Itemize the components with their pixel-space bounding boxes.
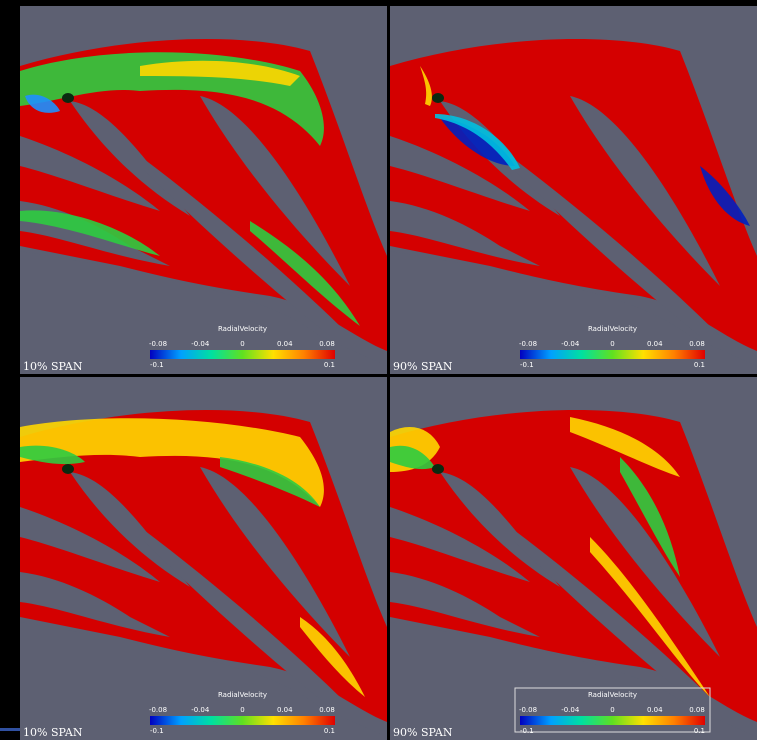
colorbar-min: -0.1 (520, 727, 534, 735)
colorbar-tick-label: 0 (240, 340, 244, 348)
blade-gap (510, 156, 720, 336)
blade-gap (70, 472, 190, 587)
colorbar-tick-label: 0.04 (647, 340, 663, 348)
contour-blob (25, 94, 60, 113)
colorbar-tick-label: -0.08 (149, 340, 167, 348)
colorbar-tick-label: -0.08 (519, 706, 537, 714)
colorbar-title: RadialVelocity (588, 325, 637, 333)
colorbar-tick-label: -0.04 (191, 706, 210, 714)
colorbar-title: RadialVelocity (588, 691, 637, 699)
blade-gap (200, 467, 350, 657)
contour-blob (20, 210, 160, 256)
contour-blob (220, 457, 320, 507)
blade-gap (390, 136, 530, 211)
colorbar-tick-label: -0.04 (191, 340, 210, 348)
contour-blob (140, 60, 300, 86)
bottom-gap (20, 251, 387, 374)
panel: RadialVelocity -0.08 -0.04 0 0.04 0.08 -0.1 0.1… (390, 377, 757, 740)
colorbar-title: RadialVelocity (218, 691, 267, 699)
bottom-gap (390, 251, 757, 374)
panel-label: 10% SPAN (23, 726, 83, 739)
colorbar (150, 350, 335, 359)
panel: RadialVelocity -0.08 -0.04 0 0.04 0.08 -0.1 0.1… (20, 6, 387, 374)
blade-gap (70, 101, 190, 216)
contour-blob (700, 166, 750, 226)
blade-gap (390, 201, 540, 266)
colorbar-tick-label: 0.08 (689, 706, 705, 714)
colorbar-tick-label: 0 (240, 706, 244, 714)
blade-gap (570, 467, 720, 657)
blade-gap (20, 572, 170, 637)
contour-blob (20, 445, 85, 465)
contour-blob (300, 617, 365, 697)
blade-gap (440, 472, 560, 587)
colorbar-tick-label: 0.04 (277, 706, 293, 714)
contour-blob (20, 418, 324, 507)
blade-gap (510, 527, 720, 707)
blade-gap (200, 96, 350, 286)
contour-blob (440, 118, 515, 166)
bottom-gap (20, 622, 387, 740)
blade-gap (20, 507, 160, 582)
colorbar (520, 716, 705, 725)
colorbar (520, 350, 705, 359)
colorbar-tick-label: -0.08 (519, 340, 537, 348)
blade-gap (390, 572, 540, 637)
colorbar-tick-label: -0.04 (561, 706, 580, 714)
colorbar-title: RadialVelocity (218, 325, 267, 333)
contour-blob (435, 114, 520, 170)
blade-gap (570, 96, 720, 286)
contour-blob (390, 445, 435, 470)
colorbar (150, 716, 335, 725)
colorbar-max: 0.1 (324, 727, 335, 735)
colorbar-tick-label: 0.04 (277, 340, 293, 348)
colorbar-tick-label: 0 (610, 706, 614, 714)
colorbar-tick-label: -0.08 (149, 706, 167, 714)
bottom-gap (390, 622, 757, 740)
contour-blob (620, 457, 680, 577)
panel: RadialVelocity -0.08 -0.04 0 0.04 0.08 -0.1 0.1… (20, 377, 387, 740)
flow-region (390, 410, 757, 722)
panel-label: 90% SPAN (393, 726, 453, 739)
blade-gap (140, 156, 350, 336)
contour-blob (420, 66, 432, 106)
colorbar-max: 0.1 (694, 727, 705, 735)
panel-label: 90% SPAN (393, 360, 453, 373)
hub-marker (432, 464, 444, 474)
colorbar-min: -0.1 (520, 361, 534, 369)
blade-gap (390, 507, 530, 582)
blade-gap (140, 527, 350, 707)
colorbar-box (514, 687, 711, 733)
blade-gap (20, 136, 160, 211)
hub-marker (432, 93, 444, 103)
colorbar-max: 0.1 (694, 361, 705, 369)
colorbar-max: 0.1 (324, 361, 335, 369)
colorbar-tick-label: 0.08 (319, 340, 335, 348)
colorbar-tick-label: 0.04 (647, 706, 663, 714)
colorbar-min: -0.1 (150, 361, 164, 369)
flow-region (390, 39, 757, 351)
colorbar-tick-label: 0.08 (319, 706, 335, 714)
panel-label: 10% SPAN (23, 360, 83, 373)
colorbar-tick-label: 0.08 (689, 340, 705, 348)
contour-blob (250, 221, 360, 326)
contour-blob (570, 417, 680, 477)
colorbar-min: -0.1 (150, 727, 164, 735)
contour-blob (590, 537, 710, 697)
colorbar-tick-label: 0 (610, 340, 614, 348)
panel: RadialVelocity -0.08 -0.04 0 0.04 0.08 -0.1 0.1… (390, 6, 757, 374)
hub-marker (62, 93, 74, 103)
hub-marker (62, 464, 74, 474)
colorbar-tick-label: -0.04 (561, 340, 580, 348)
